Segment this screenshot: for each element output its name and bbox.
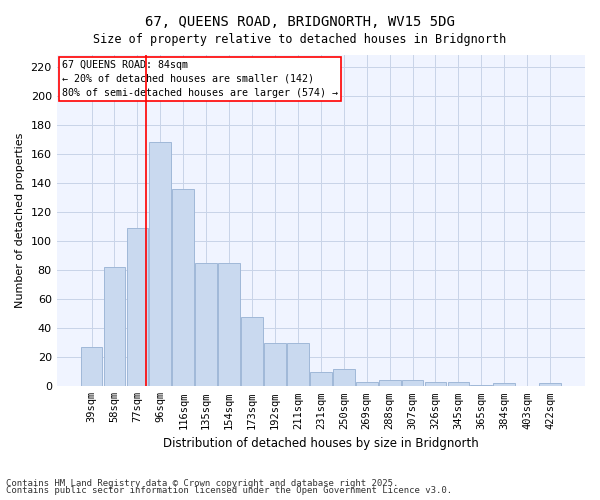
Text: Size of property relative to detached houses in Bridgnorth: Size of property relative to detached ho… xyxy=(94,32,506,46)
Bar xyxy=(172,188,194,386)
Bar xyxy=(80,347,103,387)
Bar xyxy=(149,142,171,386)
Bar xyxy=(104,267,125,386)
Bar xyxy=(264,342,286,386)
Bar xyxy=(448,382,469,386)
Text: Contains public sector information licensed under the Open Government Licence v3: Contains public sector information licen… xyxy=(6,486,452,495)
Bar xyxy=(539,384,561,386)
Y-axis label: Number of detached properties: Number of detached properties xyxy=(15,133,25,308)
Bar xyxy=(310,372,332,386)
Text: 67, QUEENS ROAD, BRIDGNORTH, WV15 5DG: 67, QUEENS ROAD, BRIDGNORTH, WV15 5DG xyxy=(145,15,455,29)
Bar xyxy=(127,228,148,386)
Bar xyxy=(493,384,515,386)
Bar xyxy=(401,380,424,386)
Bar xyxy=(356,382,377,386)
X-axis label: Distribution of detached houses by size in Bridgnorth: Distribution of detached houses by size … xyxy=(163,437,479,450)
Bar xyxy=(196,263,217,386)
Bar xyxy=(241,316,263,386)
Bar xyxy=(333,369,355,386)
Bar xyxy=(218,263,240,386)
Text: 67 QUEENS ROAD: 84sqm
← 20% of detached houses are smaller (142)
80% of semi-det: 67 QUEENS ROAD: 84sqm ← 20% of detached … xyxy=(62,60,338,98)
Text: Contains HM Land Registry data © Crown copyright and database right 2025.: Contains HM Land Registry data © Crown c… xyxy=(6,478,398,488)
Bar xyxy=(470,385,492,386)
Bar xyxy=(287,342,309,386)
Bar xyxy=(379,380,401,386)
Bar xyxy=(425,382,446,386)
